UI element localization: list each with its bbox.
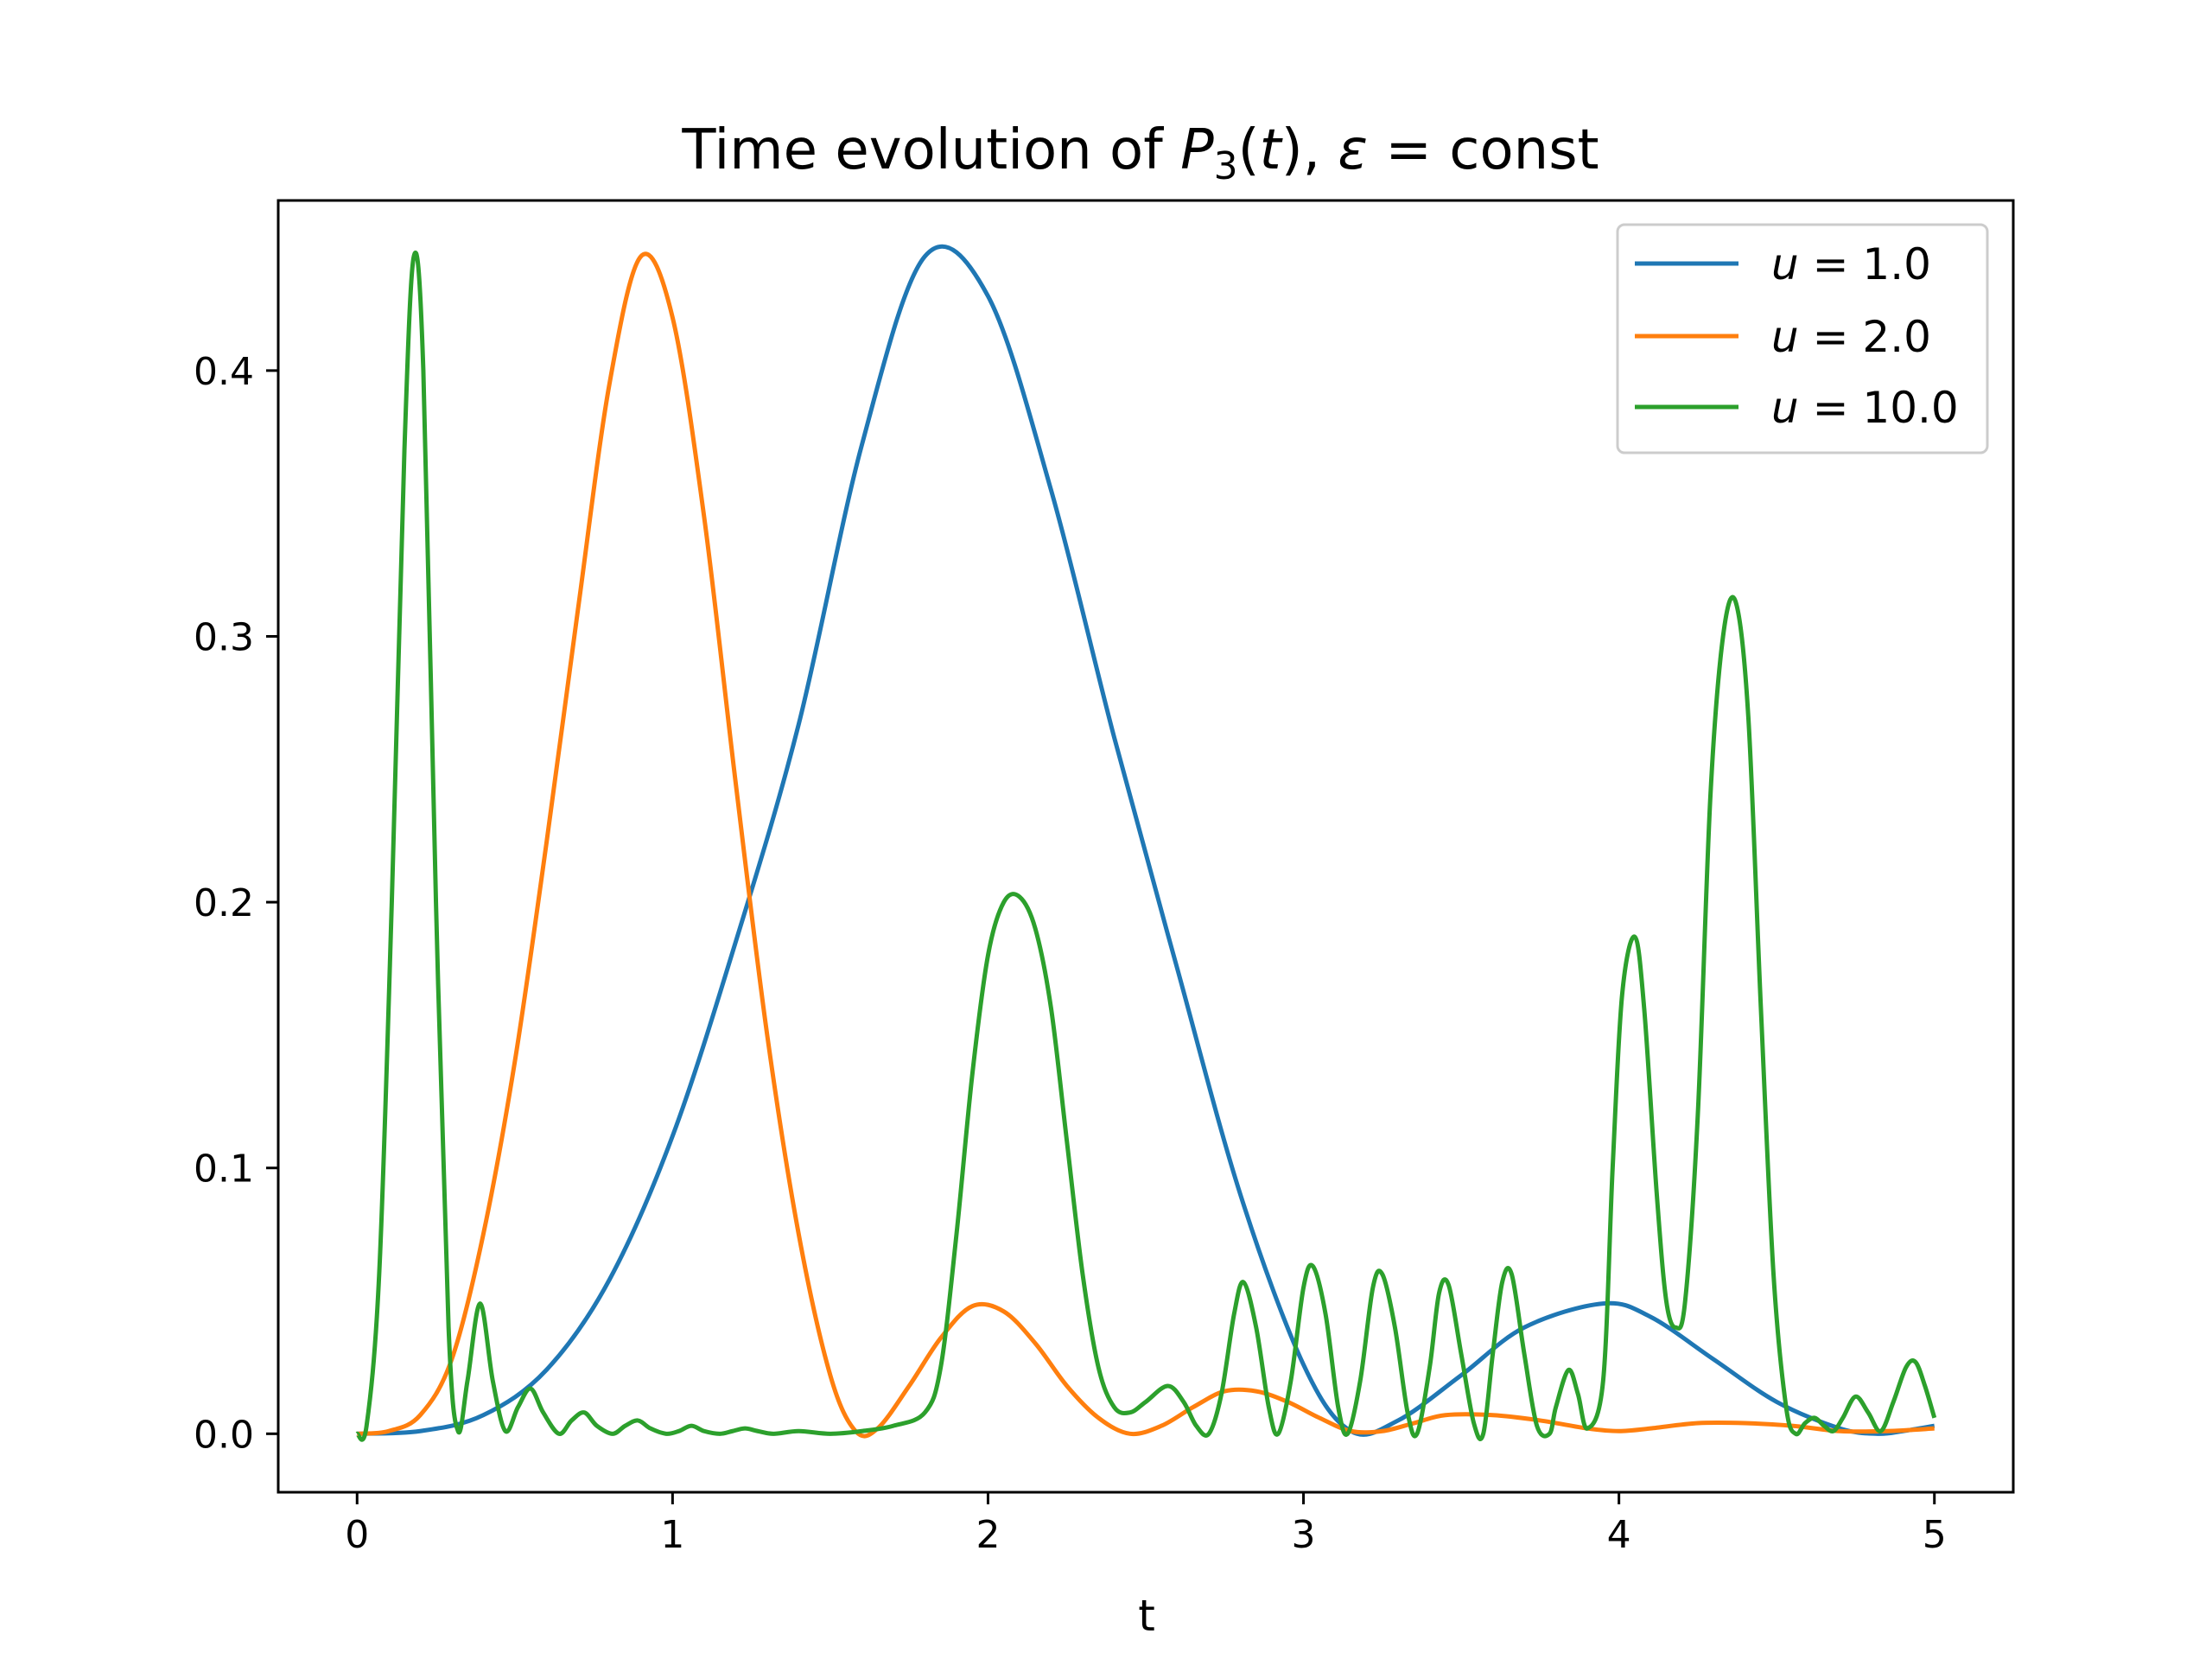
x-axis-label: t — [1138, 1591, 1155, 1641]
legend-frame — [1616, 223, 1989, 454]
x-tick-label: 2 — [976, 1513, 1000, 1557]
legend: u = 1.0 u = 2.0 u = 10.0 — [1616, 223, 1989, 454]
legend-label-u10: u = 10.0 — [1771, 383, 1959, 433]
axes-frame — [276, 199, 2015, 1494]
title-p-subscript: 3 — [1214, 144, 1238, 188]
title-t-symbol: t — [1260, 118, 1284, 182]
title-epsilon-symbol: ε — [1338, 118, 1368, 182]
y-tick-label: 0.3 — [194, 615, 254, 659]
title-p-symbol: P — [1180, 118, 1214, 182]
series-line-3 — [354, 250, 1937, 1442]
legend-label-u2: u = 2.0 — [1771, 312, 1931, 362]
y-tick-label: 0.4 — [194, 350, 254, 394]
title-eq-const: = const — [1368, 118, 1599, 182]
title-open-paren: ( — [1238, 118, 1260, 182]
x-tick-label: 5 — [1923, 1513, 1947, 1557]
legend-entry-u1: u = 1.0 — [1635, 239, 1931, 289]
x-tick-label: 3 — [1292, 1513, 1316, 1557]
y-tick-label: 0.1 — [194, 1147, 254, 1192]
legend-entry-u2: u = 2.0 — [1635, 312, 1931, 362]
x-tick-label: 0 — [345, 1513, 369, 1557]
title-prefix: Time evolution of — [681, 118, 1180, 182]
chart-title: Time evolution of P3(t), ε = const — [681, 118, 1599, 188]
x-tick-label: 4 — [1607, 1513, 1631, 1557]
legend-entry-u10: u = 10.0 — [1635, 383, 1959, 433]
series-lines — [354, 244, 1937, 1442]
y-tick-label: 0.0 — [194, 1413, 254, 1457]
title-close-comma: ), — [1281, 118, 1338, 182]
axes: 0 1 2 3 4 5 0.0 0.1 0.2 0.3 0.4 — [194, 199, 2015, 1557]
y-tick-label: 0.2 — [194, 881, 254, 925]
plot-area — [354, 244, 1937, 1442]
series-line-1 — [357, 244, 1936, 1437]
x-tick-label: 1 — [660, 1513, 684, 1557]
legend-label-u1: u = 1.0 — [1771, 239, 1931, 289]
